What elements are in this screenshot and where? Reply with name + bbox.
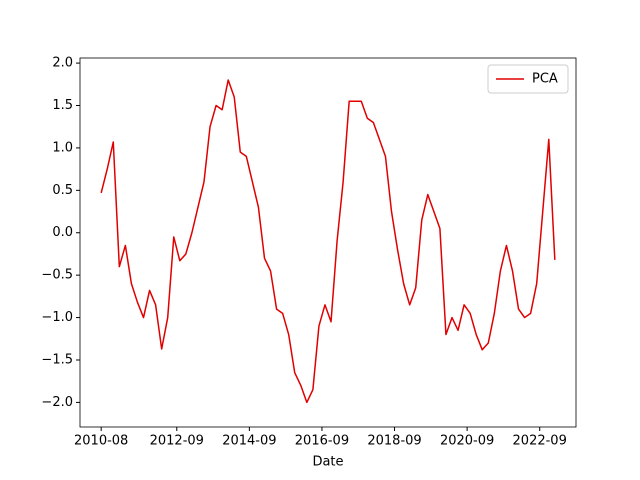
x-tick-label: 2018-09 <box>367 434 421 449</box>
y-tick-label: 1.0 <box>52 140 73 155</box>
legend-box <box>487 64 569 94</box>
y-tick-label: −2.0 <box>41 395 73 410</box>
y-tick-label: −1.0 <box>41 310 73 325</box>
y-tick-label: 0.5 <box>52 183 73 198</box>
x-tick-label: 2022-09 <box>513 434 567 449</box>
x-tick-label: 2016-09 <box>295 434 349 449</box>
x-tick-label: 2020-09 <box>440 434 494 449</box>
axes-frame <box>79 57 577 428</box>
y-tick-label: −0.5 <box>41 268 73 283</box>
y-tick-label: 0.0 <box>52 225 73 240</box>
y-tick-label: 1.5 <box>52 98 73 113</box>
y-tick-label: 2.0 <box>52 56 73 71</box>
x-axis-label: Date <box>312 455 343 470</box>
x-tick-label: 2012-09 <box>150 434 204 449</box>
x-tick-label: 2014-09 <box>222 434 276 449</box>
y-tick-label: −1.5 <box>41 352 73 367</box>
data-line <box>100 79 556 404</box>
x-tick-label: 2010-08 <box>74 434 128 449</box>
legend-label: PCA <box>532 72 558 87</box>
